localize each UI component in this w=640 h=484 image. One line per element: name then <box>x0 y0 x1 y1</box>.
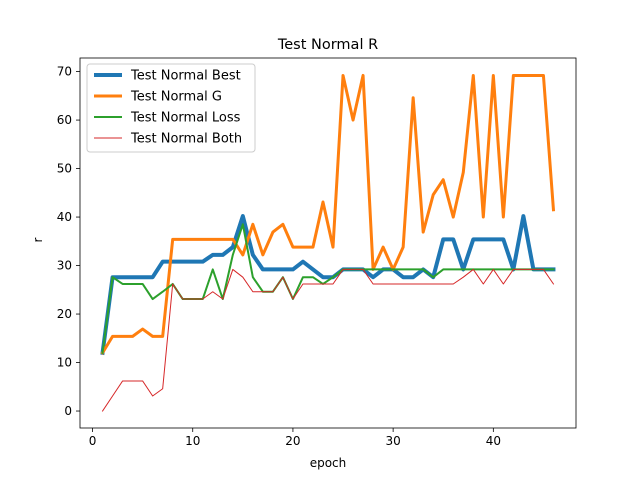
series-line-test-normal-g <box>100 73 556 355</box>
x-tick-label: 0 <box>89 434 97 448</box>
y-axis-label: r <box>31 237 45 242</box>
y-tick-label: 40 <box>57 210 72 224</box>
legend-label-test-normal-best: Test Normal Best <box>130 69 241 84</box>
plot-frame <box>79 57 577 429</box>
x-axis-label: epoch <box>310 456 347 470</box>
legend: Test Normal Best Test Normal G Test Normal… <box>86 63 256 153</box>
x-tick-label: 10 <box>185 434 200 448</box>
legend-label-test-normal-loss: Test Normal Loss <box>130 111 241 126</box>
y-tick-label: 30 <box>57 259 72 273</box>
series-lines <box>100 73 556 412</box>
chart-title: Test Normal R <box>277 37 378 53</box>
x-tick-label: 20 <box>285 434 300 448</box>
legend-box <box>86 63 256 153</box>
x-tick-label: 40 <box>486 434 501 448</box>
y-tick-label: 10 <box>57 356 72 370</box>
x-tick-label: 30 <box>385 434 400 448</box>
y-tick-label: 20 <box>57 307 72 321</box>
y-tick-label: 60 <box>57 113 72 127</box>
series-line-test-normal-best <box>100 214 556 356</box>
legend-label-test-normal-both: Test Normal Both <box>130 132 242 147</box>
y-tick-label: 70 <box>57 65 72 79</box>
series-line-test-normal-both <box>101 268 555 412</box>
axis-ticks: 0 10 20 30 40 0 10 20 30 40 50 60 70 <box>57 65 501 448</box>
y-tick-label: 0 <box>64 404 72 418</box>
y-tick-label: 50 <box>57 162 72 176</box>
legend-label-test-normal-g: Test Normal G <box>130 90 222 105</box>
